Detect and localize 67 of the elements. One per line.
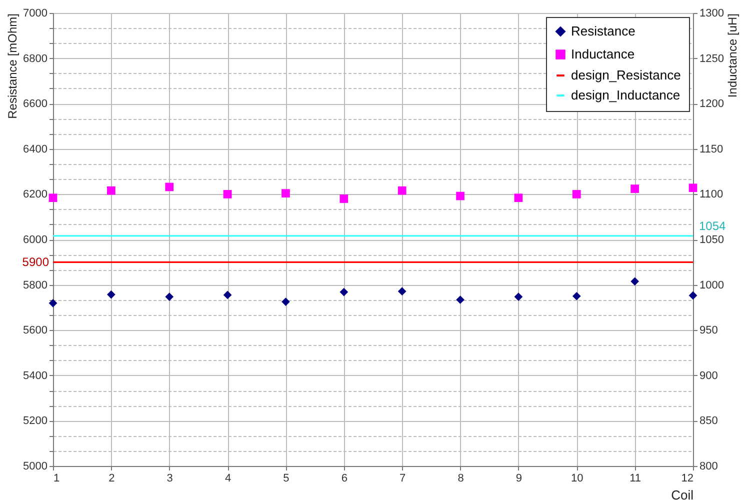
- legend-label: design_Inductance: [571, 88, 680, 102]
- point: [688, 291, 698, 300]
- point: [340, 288, 348, 296]
- y2-tick-label: 1300: [700, 8, 724, 20]
- y2-tick-label: 1000: [700, 279, 724, 292]
- point: [223, 190, 232, 198]
- point: [282, 189, 290, 198]
- point: [688, 184, 698, 192]
- point: [572, 292, 581, 300]
- y-axis-title: Resistance [mOhm]: [6, 14, 20, 119]
- x-tick-label: 12: [681, 472, 694, 484]
- y-tick-label: 6800: [23, 52, 48, 65]
- y-tick-label: 5600: [23, 324, 48, 337]
- point: [456, 296, 464, 304]
- y2-tick-label: 1050: [700, 234, 724, 246]
- point: [456, 192, 464, 200]
- data-label: 1054: [699, 218, 726, 233]
- point: [340, 194, 348, 203]
- y2-tick-label: 900: [700, 370, 718, 382]
- x-tick-label: 11: [630, 472, 642, 484]
- y2-tick-label: 1200: [700, 98, 724, 110]
- x-tick-label: 7: [400, 472, 406, 484]
- y2-tick-label: 850: [700, 415, 718, 428]
- point: [572, 190, 581, 198]
- y-tick-label: 7000: [23, 8, 48, 20]
- point: [514, 292, 523, 301]
- x-tick-label: 10: [571, 472, 584, 484]
- point: [165, 292, 174, 301]
- x-tick-label: 2: [108, 472, 115, 484]
- y-tick-label: 5000: [23, 460, 48, 472]
- y-tick-label: 6400: [23, 143, 48, 156]
- y2-tick-label: 950: [700, 324, 718, 337]
- legend-label: design_Resistance: [571, 68, 681, 82]
- point: [282, 298, 290, 306]
- y-tick-label: 5200: [23, 415, 48, 428]
- point: [48, 194, 58, 202]
- y2-axis-title: Inductance [uH]: [726, 14, 740, 98]
- y2-tick-label: 1250: [700, 52, 724, 65]
- point: [223, 290, 232, 300]
- y-tick-label: 5400: [23, 370, 48, 382]
- y2-tick-label: 1150: [700, 143, 724, 156]
- x-tick-label: 8: [458, 472, 464, 484]
- y2-tick-label: 800: [700, 460, 718, 472]
- y-tick-label: 5800: [23, 279, 48, 292]
- data-label: 5900: [22, 255, 50, 270]
- point: [165, 182, 174, 192]
- x-tick-label: 6: [341, 472, 348, 484]
- point: [630, 277, 639, 286]
- x-tick-label: 5: [283, 472, 290, 484]
- point: [398, 287, 406, 296]
- y-tick-label: 6200: [23, 188, 48, 201]
- point: [398, 186, 406, 195]
- y-tick-label: 6600: [23, 98, 48, 110]
- point: [514, 194, 523, 202]
- x-tick-label: 3: [166, 472, 173, 484]
- point: [630, 184, 639, 193]
- legend-label: Inductance: [571, 46, 635, 62]
- legend-label: Resistance: [571, 24, 636, 38]
- point: [48, 298, 58, 308]
- point: [107, 186, 116, 195]
- x-tick-label: 1: [54, 472, 60, 484]
- y2-tick-label: 1100: [700, 188, 724, 201]
- point: [107, 290, 116, 299]
- y-tick-label: 6000: [23, 234, 48, 246]
- x-axis-title: Coil: [671, 488, 694, 500]
- x-tick-label: 9: [516, 472, 522, 484]
- x-tick-label: 4: [224, 472, 232, 484]
